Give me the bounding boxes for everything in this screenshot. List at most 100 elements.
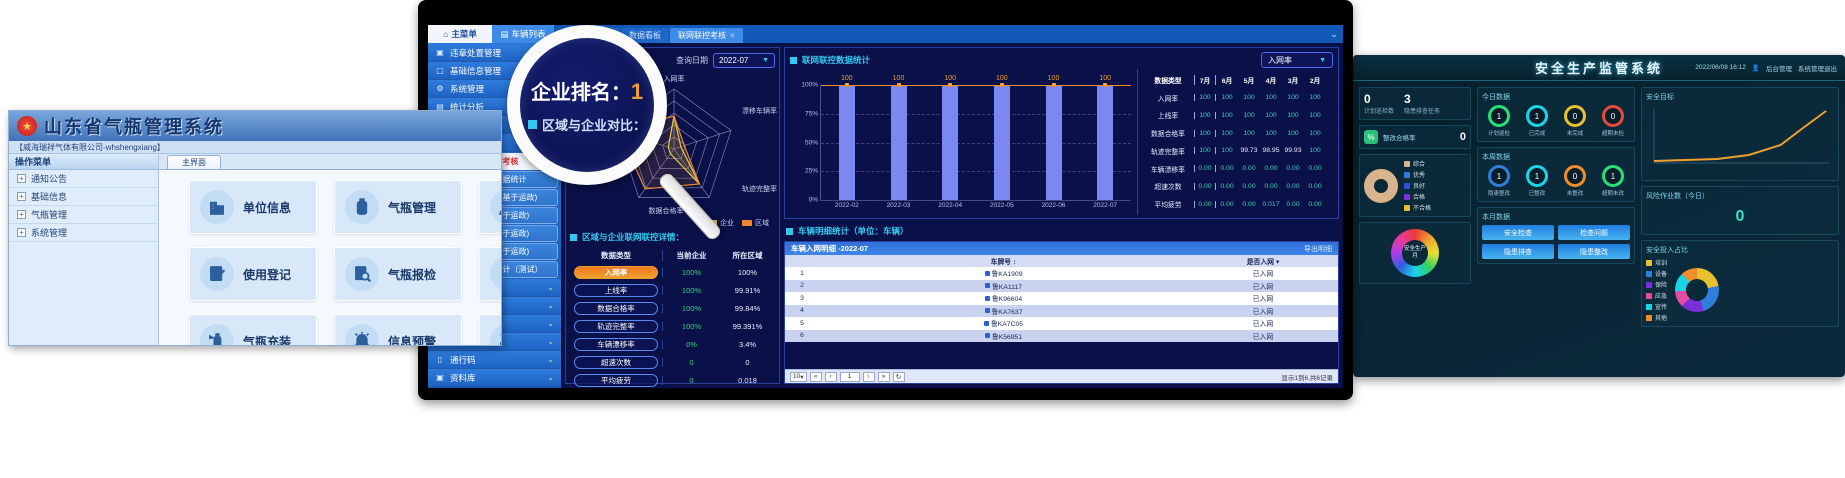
gridline — [821, 200, 1131, 201]
stat-value: 3 — [1404, 92, 1411, 106]
tabbar-chevron-icon[interactable]: ⌄ — [1330, 28, 1338, 39]
chevron-down-icon: ⌄ — [547, 337, 554, 346]
app-card[interactable]: 信息预警 — [334, 314, 462, 345]
date-select[interactable]: 2022-07 ▼ — [713, 52, 775, 68]
page-input[interactable]: 1 — [839, 371, 860, 382]
sort-icon[interactable]: ↕ — [1012, 259, 1017, 266]
month-value-cell: 100 — [1309, 94, 1321, 102]
month-table-row: 入网率 100 100 100 100 100 100 — [1142, 89, 1331, 107]
stat-circle-ring: 1 — [1488, 105, 1510, 127]
tab-main[interactable]: 主界面 — [167, 155, 221, 169]
table-row[interactable]: 6 鲁K56951 已入网 — [785, 329, 1338, 342]
sidebar-item[interactable]: ▣ 资料库 ⌄ — [428, 369, 561, 387]
main-menu-tab[interactable]: ⌂ 主菜单 — [428, 25, 492, 43]
first-page-button[interactable]: « — [809, 371, 822, 382]
inspection-icon — [345, 257, 379, 291]
plate-icon — [985, 283, 990, 289]
stat-circle: 1 已完成 — [1520, 105, 1554, 137]
stat-circle-ring: 1 — [1526, 165, 1548, 187]
company-value: 0% — [662, 339, 720, 349]
sidebar-item-label: 基础信息 — [31, 192, 68, 202]
month-value-cell: 100 — [1194, 147, 1216, 155]
app-card[interactable]: 使用登记 — [189, 247, 317, 301]
sidebar-item[interactable]: + 基础信息 — [9, 188, 158, 206]
company-value: 100% — [662, 285, 720, 295]
column-status[interactable]: 是否入网 ▾ — [1246, 259, 1280, 266]
app-card[interactable]: 气瓶报检 — [334, 247, 462, 301]
metric-pill-button[interactable]: 数据合格率 — [574, 301, 658, 315]
month-action-button[interactable]: 安全检查 — [1482, 225, 1554, 240]
metric-select[interactable]: 入网率 ▼ — [1261, 52, 1333, 68]
expand-plus-icon[interactable]: + — [17, 210, 26, 219]
safety-user[interactable]: 后台管理 — [1766, 65, 1792, 73]
sidebar-item[interactable]: + 系统管理 — [9, 224, 158, 242]
stat-circle-label: 超期未改 — [1601, 191, 1624, 197]
last-page-button[interactable]: » — [877, 371, 890, 382]
cylinder-icon — [345, 190, 379, 224]
safety-logout[interactable]: 系统管理退出 — [1798, 65, 1837, 73]
expand-plus-icon[interactable]: + — [17, 228, 26, 237]
month-value-cell: 100 — [1243, 129, 1255, 137]
metric-pill-button[interactable]: 轨迹完整率 — [574, 319, 658, 333]
month-value-cell: 100 — [1221, 94, 1233, 102]
close-icon[interactable]: × — [730, 31, 735, 40]
table-row[interactable]: 2 鲁KA1117 已入网 — [785, 279, 1338, 292]
prev-page-button[interactable]: ‹ — [824, 371, 837, 382]
month-action-button[interactable]: 隐患整改 — [1558, 244, 1630, 259]
table-row[interactable]: 3 鲁K96604 已入网 — [785, 292, 1338, 305]
metric-pill-button[interactable]: 平均疲劳 — [574, 373, 658, 387]
column-plate[interactable]: 车牌号 ↕ — [990, 259, 1017, 266]
chevron-down-icon: ⌄ — [547, 355, 554, 364]
app-card[interactable] — [479, 180, 501, 234]
next-page-button[interactable]: › — [862, 371, 875, 382]
safety-dashboard-window: 安全生产监管系统 2022/06/08 16:12 👤 后台管理 系统管理退出 … — [1353, 55, 1845, 377]
chevron-down-icon: ⌄ — [547, 283, 554, 292]
week-panel: 本周数据 1 隐患整改 1 已整改 0 未整改 1 超期未改 — [1477, 147, 1635, 202]
today-title: 今日数据 — [1482, 94, 1510, 101]
app-card[interactable]: 气瓶充装 — [189, 314, 317, 345]
app-card[interactable] — [479, 314, 501, 345]
table-row[interactable]: 5 鲁KA7C05 已入网 — [785, 317, 1338, 330]
expand-plus-icon[interactable]: + — [17, 192, 26, 201]
table-row[interactable]: 4 鲁KA7637 已入网 — [785, 304, 1338, 317]
row-number: 2 — [800, 282, 804, 290]
passcode-icon: ▯ — [437, 355, 443, 364]
metric-pill-button[interactable]: 超速次数 — [574, 355, 658, 369]
sidebar-item[interactable]: ▯ 通行码 ⌄ — [428, 351, 561, 369]
app-card[interactable]: 气瓶管理 — [334, 180, 462, 234]
metric-pill-button[interactable]: 车辆漂移率 — [574, 337, 658, 351]
page-size-select[interactable]: 10 ▾ — [790, 371, 807, 382]
sidebar-item[interactable]: + 气瓶管理 — [9, 206, 158, 224]
expand-plus-icon[interactable]: + — [17, 174, 26, 183]
legend-item: 设备 — [1646, 269, 1667, 278]
month-action-button[interactable]: 隐患排查 — [1482, 244, 1554, 259]
app-card[interactable] — [479, 247, 501, 301]
legend-item: 培训 — [1646, 258, 1667, 267]
table-row[interactable]: 1 鲁KA1909 已入网 — [785, 267, 1338, 280]
gear-icon: ⚙ — [436, 84, 444, 93]
export-detail-link[interactable]: 导出明细 — [1304, 245, 1332, 253]
content-tab[interactable]: 联网联控考核 × — [670, 28, 743, 43]
invest-title: 安全投入占比 — [1646, 247, 1688, 254]
month-value-cell: 0.00 — [1308, 165, 1322, 173]
month-row-label: 入网率 — [1157, 95, 1179, 103]
metric-pill-button[interactable]: 入网率 — [574, 265, 658, 279]
detail-row: 数据合格率 100% 99.84% — [570, 299, 775, 317]
monitor-frame: ⌂ 主菜单 ▤ 车辆列表 ❮ 车辆看板数据看板联网联控考核× ⌄ ▣违章处置管理… — [418, 0, 1353, 400]
sidebar-item[interactable]: + 通知公告 — [9, 170, 158, 188]
legend-label: 其他 — [1655, 316, 1668, 322]
stat-circle-label: 计划巡检 — [1487, 131, 1510, 137]
filter-icon[interactable]: ▾ — [1275, 259, 1280, 266]
legend-item: 保险 — [1646, 280, 1667, 289]
x-tick-label: 2022-04 — [938, 202, 963, 209]
risk-panel: 风险作业数（今日） 0 — [1641, 186, 1839, 235]
app-card[interactable]: 单位信息 — [189, 180, 317, 234]
refresh-icon[interactable]: ↻ — [892, 371, 905, 382]
plate-cell: 鲁KA1117 — [819, 281, 1188, 291]
sidebar-item-label: 通行码 — [450, 354, 476, 365]
month-action-button[interactable]: 检查问题 — [1558, 225, 1630, 240]
x-tick-label: 2022-03 — [886, 202, 911, 209]
metric-pill-button[interactable]: 上线率 — [574, 283, 658, 297]
vehicle-list-tab[interactable]: ▤ 车辆列表 — [492, 25, 554, 43]
legend-item: 应急 — [1646, 291, 1667, 300]
